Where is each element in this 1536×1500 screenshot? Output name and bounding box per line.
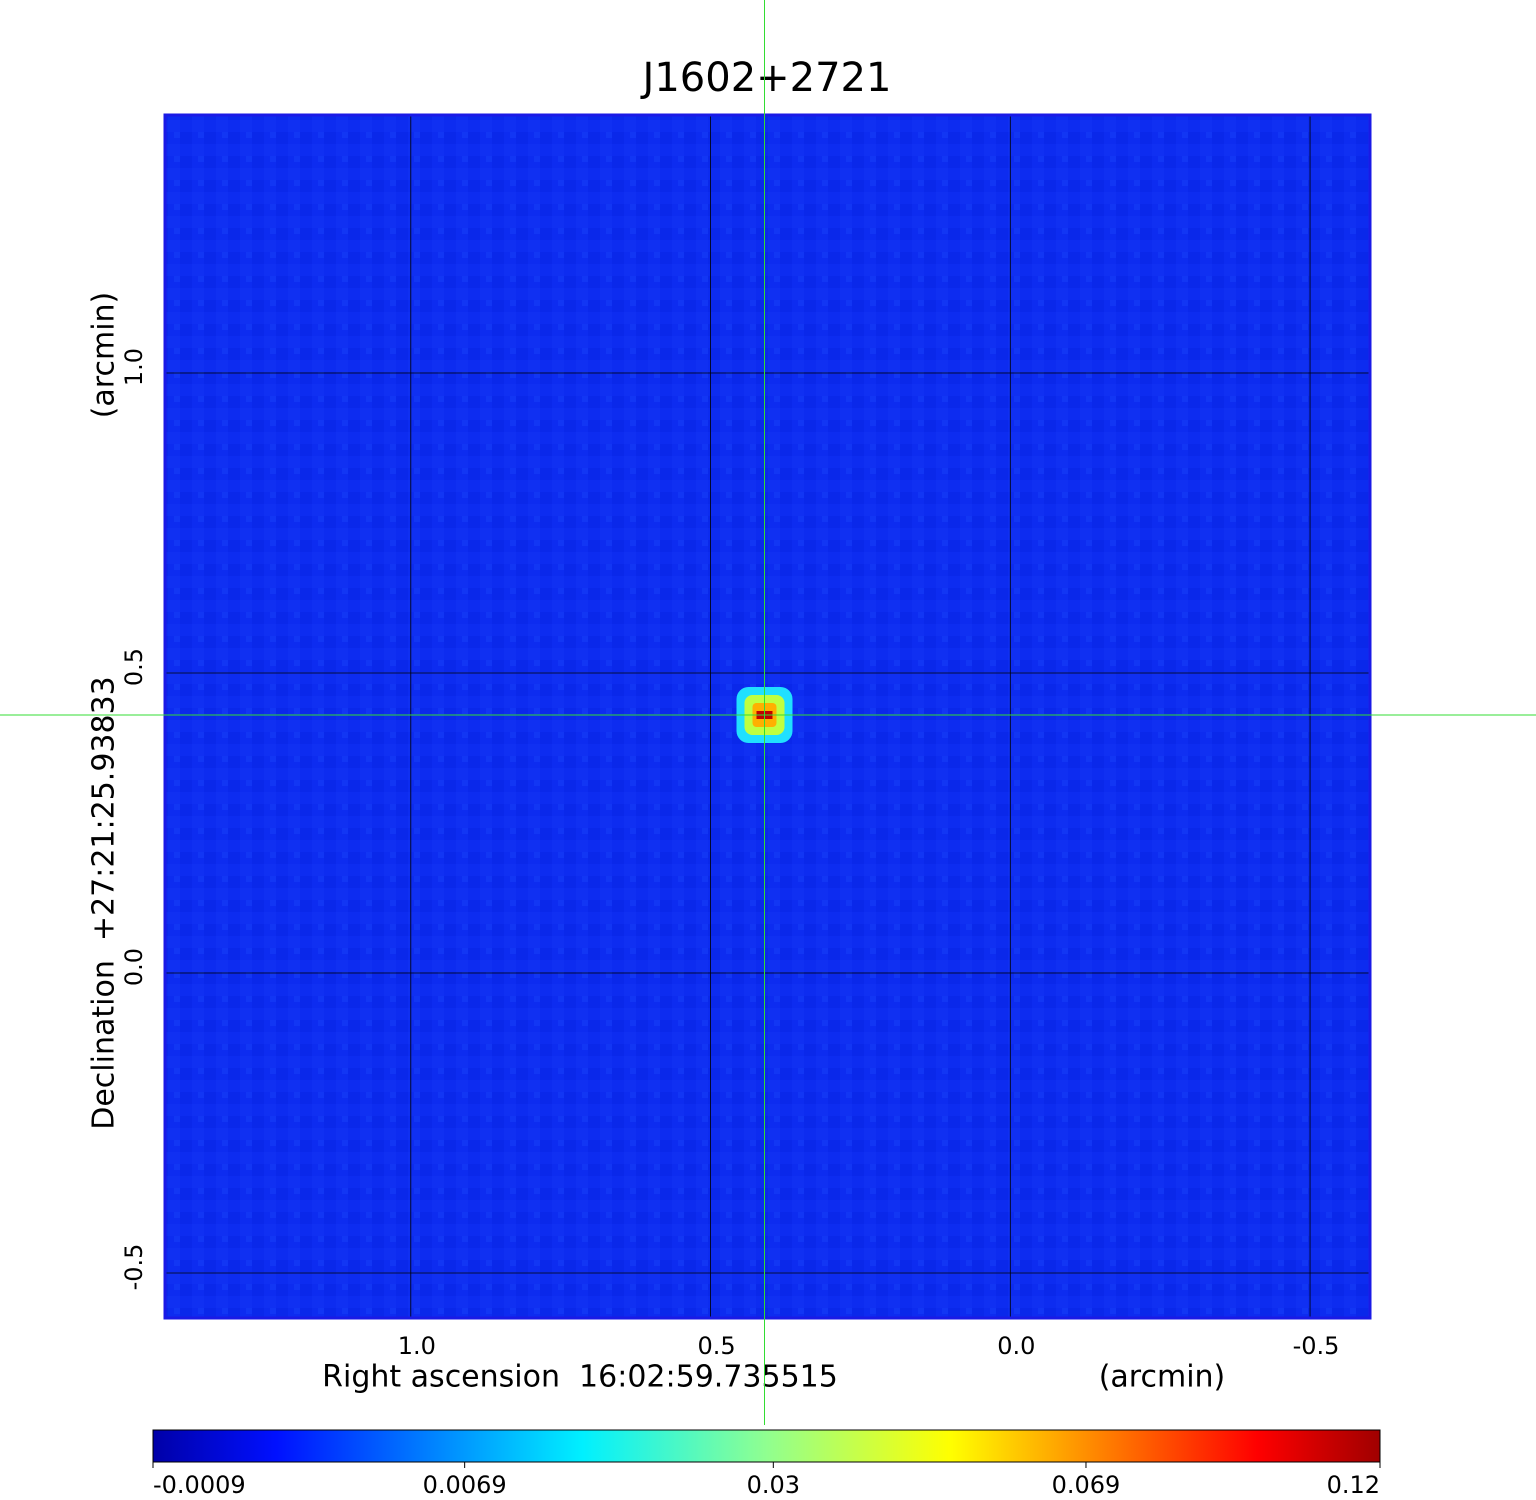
x-tick-label: 0.5 (697, 1332, 735, 1360)
y-axis-unit: (arcmin) (87, 292, 122, 419)
colorbar-tick-label: 0.12 (1327, 1471, 1380, 1499)
x-tick-label: 0.0 (997, 1332, 1035, 1360)
y-tick-label: 1.0 (120, 348, 148, 386)
y-axis-label: Declination +27:21:25.93833 (87, 676, 122, 1130)
x-axis-label: Right ascension 16:02:59.735515 (322, 1360, 838, 1395)
plot-frame (163, 113, 1372, 1320)
y-tick-label: 0.5 (120, 648, 148, 686)
y-tick-label: -0.5 (120, 1244, 148, 1291)
colorbar-tick-label: 0.03 (747, 1471, 800, 1499)
x-tick-label: 1.0 (398, 1332, 436, 1360)
colorbar-tick-label: 0.0069 (423, 1471, 507, 1499)
x-tick-label: -0.5 (1293, 1332, 1340, 1360)
colorbar-tick-label: -0.0009 (153, 1471, 246, 1499)
colorbar-tick-label: 0.069 (1052, 1471, 1121, 1499)
colorbar (152, 1429, 1381, 1463)
chart-title: J1602+2721 (640, 55, 892, 101)
plot (163, 113, 1372, 1320)
y-tick-label: 0.0 (120, 948, 148, 986)
x-axis-unit: (arcmin) (1099, 1360, 1226, 1395)
